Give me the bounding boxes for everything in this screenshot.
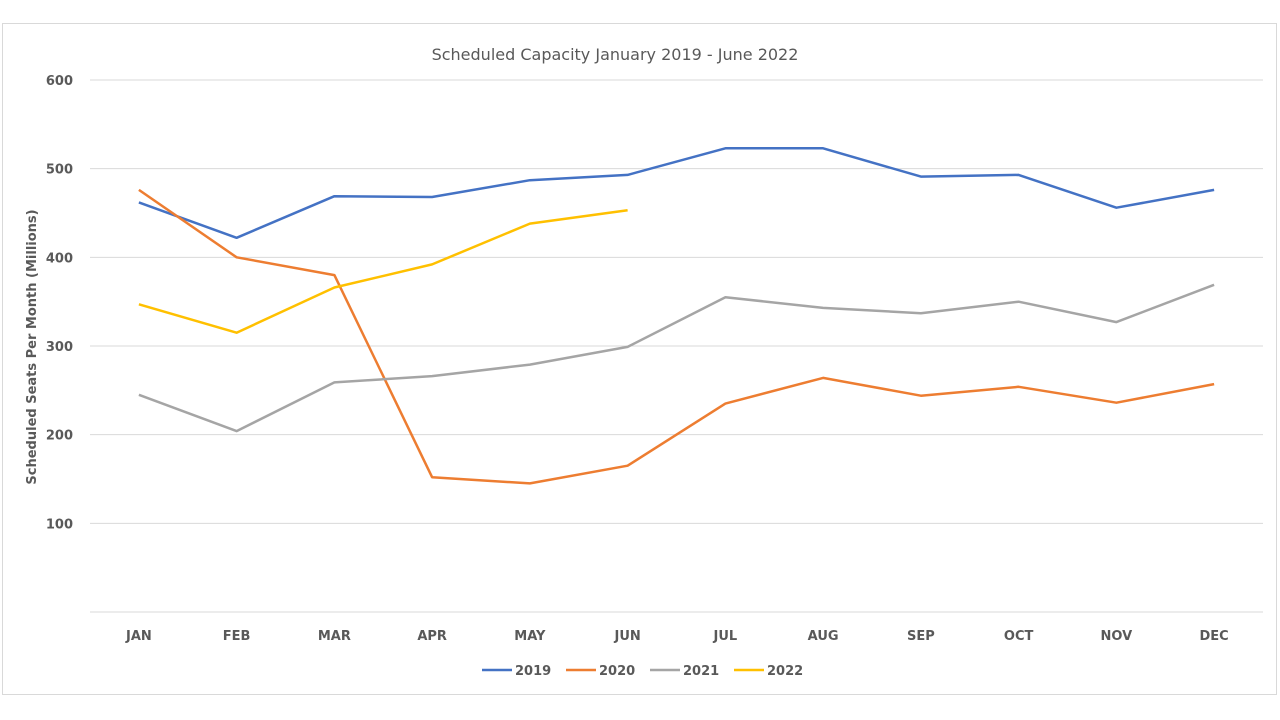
y-axis-label: Scheduled Seats Per Month (Millions) xyxy=(25,209,40,484)
x-tick-label: FEB xyxy=(223,629,251,644)
legend-label-2020: 2020 xyxy=(599,664,635,679)
gridlines xyxy=(90,79,1263,613)
series-line-2021 xyxy=(138,283,1215,433)
y-tick-label: 500 xyxy=(46,163,73,178)
legend: 2019 2020 2021 2022 xyxy=(482,664,803,679)
legend-label-2022: 2022 xyxy=(767,664,803,679)
y-tick-label: 100 xyxy=(46,517,73,532)
y-tick-label: 200 xyxy=(46,429,73,444)
x-tick-label: NOV xyxy=(1101,629,1133,644)
series-line-2020 xyxy=(138,188,1215,485)
y-tick-label: 300 xyxy=(46,340,73,355)
x-tick-label: OCT xyxy=(1004,629,1034,644)
x-tick-label: JAN xyxy=(125,629,152,644)
series-line-2019 xyxy=(138,147,1215,240)
x-axis-ticks: JAN FEB MAR APR MAY JUN JUL AUG SEP OCT NOV DEC xyxy=(125,629,1229,644)
y-axis-ticks: 100 200 300 400 500 600 xyxy=(46,74,73,532)
legend-label-2021: 2021 xyxy=(683,664,719,679)
x-tick-label: DEC xyxy=(1200,629,1229,644)
x-tick-label: SEP xyxy=(907,629,935,644)
y-tick-label: 400 xyxy=(46,251,73,266)
chart-title: Scheduled Capacity January 2019 - June 2… xyxy=(432,45,799,64)
x-tick-label: AUG xyxy=(808,629,839,644)
series-line-2022 xyxy=(138,209,628,334)
x-tick-label: MAR xyxy=(318,629,351,644)
x-tick-label: APR xyxy=(417,629,447,644)
x-tick-label: JUN xyxy=(613,629,640,644)
x-tick-label: MAY xyxy=(514,629,546,644)
legend-label-2019: 2019 xyxy=(515,664,551,679)
series-lines xyxy=(138,147,1215,485)
y-tick-label: 600 xyxy=(46,74,73,89)
chart-frame xyxy=(2,23,1277,695)
x-tick-label: JUL xyxy=(713,629,738,644)
